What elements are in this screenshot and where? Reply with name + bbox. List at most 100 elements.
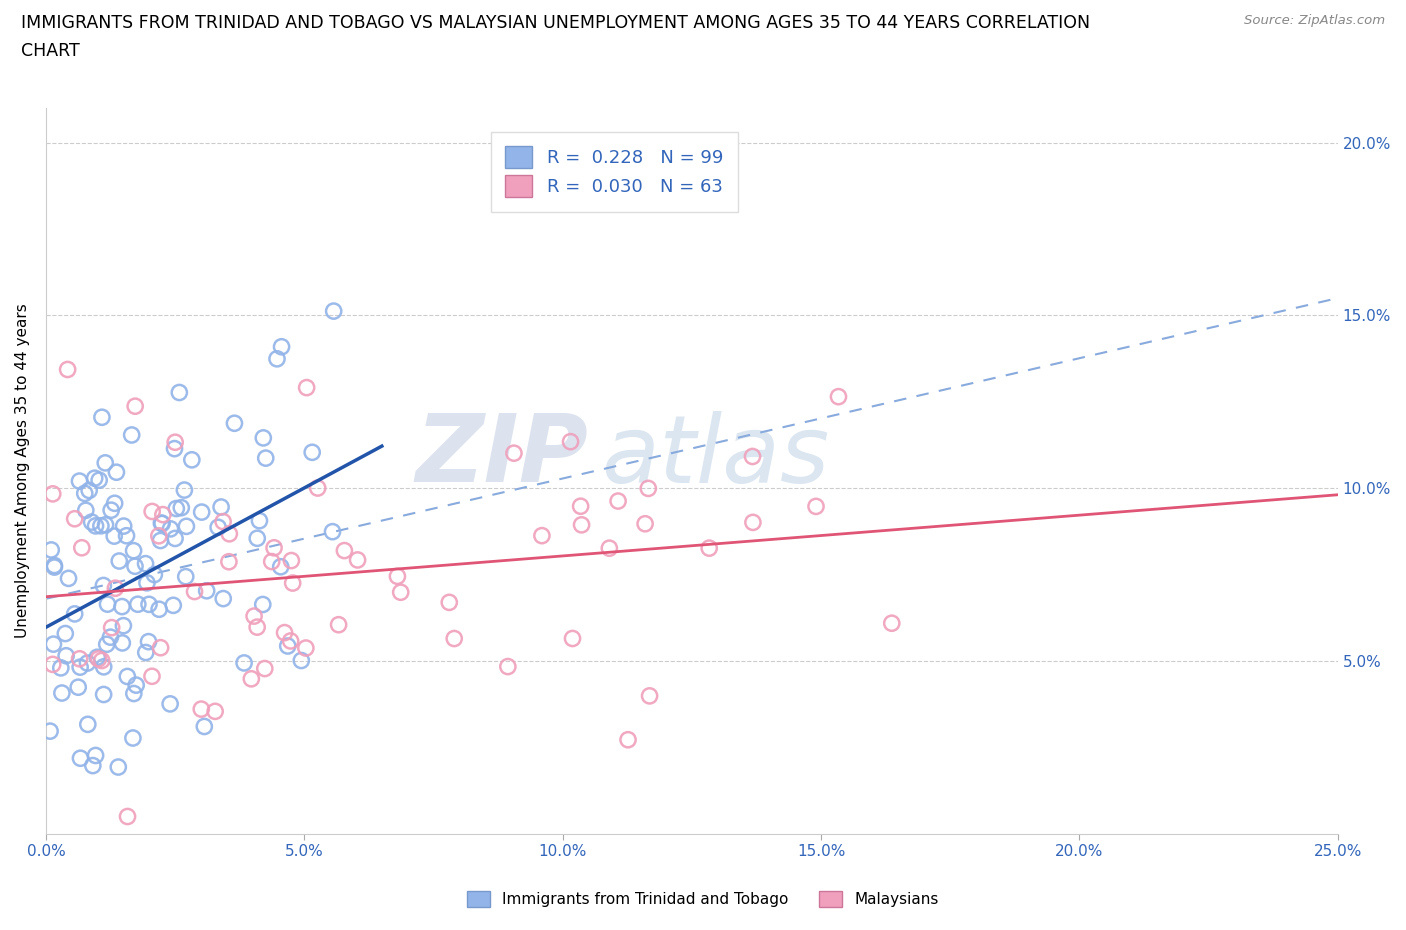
Point (135, 645, 157, 660)
Point (598, 540, 620, 555)
Point (93, 659, 115, 674)
Text: ZIP: ZIP (416, 410, 589, 502)
Point (180, 452, 202, 467)
Point (42, 486, 65, 501)
Point (51, 685, 73, 700)
Point (170, 500, 193, 515)
Point (115, 528, 138, 543)
Point (173, 483, 195, 498)
Point (148, 528, 170, 543)
Point (281, 576, 304, 591)
Point (49, 660, 72, 675)
Point (165, 435, 187, 450)
Point (100, 503, 122, 518)
Point (280, 553, 302, 568)
Point (84, 748, 107, 763)
Point (39, 724, 62, 738)
Point (69, 751, 91, 765)
Point (571, 517, 593, 532)
Point (138, 634, 160, 649)
Point (322, 304, 344, 319)
Point (266, 352, 288, 366)
Point (193, 719, 215, 734)
Point (108, 553, 131, 568)
Point (277, 639, 299, 654)
Point (634, 516, 657, 531)
Point (561, 631, 583, 646)
Point (53, 626, 76, 641)
Point (69, 659, 91, 674)
Point (270, 559, 292, 574)
Point (100, 620, 122, 635)
Point (218, 554, 240, 569)
Point (159, 522, 181, 537)
Point (346, 552, 368, 567)
Point (80, 514, 103, 529)
Text: atlas: atlas (602, 411, 830, 502)
Point (56, 362, 79, 377)
Point (149, 640, 172, 655)
Point (104, 580, 127, 595)
Point (260, 554, 283, 569)
Point (77, 483, 100, 498)
Text: Source: ZipAtlas.com: Source: ZipAtlas.com (1244, 14, 1385, 27)
Point (204, 704, 226, 719)
Point (169, 385, 191, 400)
Point (322, 525, 344, 539)
Point (387, 569, 409, 584)
Point (103, 528, 125, 543)
Point (100, 630, 122, 644)
Point (252, 597, 274, 612)
Point (135, 556, 157, 571)
Point (63, 512, 86, 526)
Point (295, 641, 318, 656)
Point (111, 599, 134, 614)
Point (86, 650, 108, 665)
Point (218, 526, 240, 541)
Point (212, 514, 235, 529)
Point (112, 519, 135, 534)
Point (163, 441, 186, 456)
Point (93, 578, 115, 593)
Point (295, 380, 318, 395)
Point (263, 540, 285, 555)
Point (503, 445, 526, 460)
Point (112, 618, 135, 633)
Point (270, 339, 292, 354)
Point (741, 449, 763, 464)
Point (117, 669, 139, 684)
Point (69, 473, 91, 488)
Point (141, 504, 163, 519)
Point (94, 456, 117, 471)
Point (76, 656, 98, 671)
Point (143, 567, 166, 582)
Point (273, 625, 295, 640)
Point (152, 507, 174, 522)
Point (122, 686, 145, 701)
Point (55, 648, 77, 663)
Point (141, 669, 163, 684)
Point (84, 518, 107, 533)
Point (827, 390, 849, 405)
Point (246, 619, 269, 634)
Point (496, 659, 519, 674)
Point (328, 618, 350, 632)
Point (90, 653, 112, 668)
Point (176, 519, 198, 534)
Point (67, 680, 90, 695)
Point (240, 671, 263, 686)
Point (246, 531, 269, 546)
Point (560, 434, 582, 449)
Point (637, 481, 659, 496)
Point (42, 657, 65, 671)
Point (94, 517, 117, 532)
Point (104, 496, 127, 511)
Text: IMMIGRANTS FROM TRINIDAD AND TOBAGO VS MALAYSIAN UNEMPLOYMENT AMONG AGES 35 TO 4: IMMIGRANTS FROM TRINIDAD AND TOBAGO VS M… (21, 14, 1090, 32)
Text: CHART: CHART (21, 42, 80, 60)
Point (87, 651, 110, 666)
Point (44, 558, 66, 573)
Point (58, 571, 80, 586)
Point (122, 731, 145, 746)
Y-axis label: Unemployment Among Ages 35 to 44 years: Unemployment Among Ages 35 to 44 years (15, 303, 30, 638)
Point (190, 701, 212, 716)
